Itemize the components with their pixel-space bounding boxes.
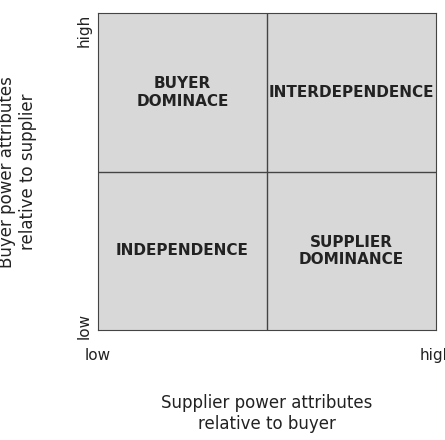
Text: Supplier power attributes
relative to buyer: Supplier power attributes relative to bu… (162, 394, 373, 433)
Text: Buyer power attributes
relative to supplier: Buyer power attributes relative to suppl… (0, 76, 37, 268)
Text: low: low (85, 348, 111, 363)
Text: BUYER
DOMINACE: BUYER DOMINACE (136, 76, 229, 109)
Text: high: high (77, 14, 92, 48)
Text: INTERDEPENDENCE: INTERDEPENDENCE (269, 85, 434, 100)
Text: SUPPLIER
DOMINANCE: SUPPLIER DOMINANCE (299, 235, 404, 267)
Text: low: low (77, 312, 92, 339)
Text: INDEPENDENCE: INDEPENDENCE (116, 243, 249, 258)
Text: high: high (420, 348, 445, 363)
